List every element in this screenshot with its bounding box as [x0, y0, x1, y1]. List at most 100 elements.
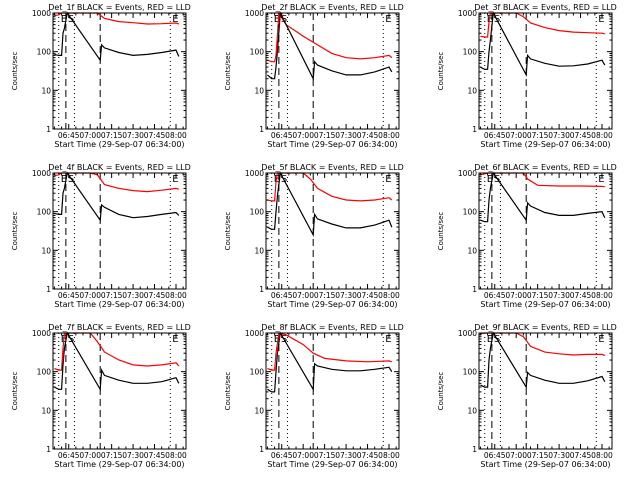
x-tick-label: 06:45 — [271, 291, 293, 300]
x-tick-label: 07:00 — [292, 131, 314, 140]
events-series-line — [480, 10, 606, 78]
chart-title: Det_4f BLACK = Events, RED = LLD — [48, 163, 191, 172]
marker-label: E — [385, 14, 391, 25]
y-tick-label: 1 — [472, 285, 477, 294]
marker-label: E — [61, 14, 67, 25]
x-axis-label: Start Time (29-Sep-07 06:34:00) — [267, 460, 397, 469]
x-tick-label: 07:45 — [144, 131, 166, 140]
marker-label: E — [172, 14, 178, 25]
y-tick-label: 100 — [250, 48, 265, 57]
x-tick-label: 08:00 — [591, 451, 613, 460]
x-tick-label: 07:30 — [548, 451, 570, 460]
events-series-line — [54, 11, 180, 62]
x-tick-label: 07:00 — [79, 291, 101, 300]
events-series-line — [480, 331, 606, 389]
marker-label: E — [172, 174, 178, 185]
events-series-line — [54, 331, 180, 392]
x-tick-label: 07:45 — [357, 131, 379, 140]
lld-series-line — [54, 332, 180, 371]
y-tick-label: 1 — [46, 445, 51, 454]
events-series-line — [267, 171, 393, 238]
plot-frame — [52, 332, 187, 450]
chart-title: Det_8f BLACK = Events, RED = LLD — [261, 323, 404, 332]
marker-label: S — [68, 174, 74, 185]
x-tick-label: 06:45 — [271, 131, 293, 140]
x-axis-label: Start Time (29-Sep-07 06:34:00) — [267, 300, 397, 309]
y-tick-label: 1 — [46, 285, 51, 294]
x-tick-label: 07:15 — [314, 451, 336, 460]
y-tick-label: 100 — [250, 368, 265, 377]
y-axis-label: Counts/sec — [437, 52, 445, 91]
y-axis-label: Counts/sec — [224, 52, 232, 91]
x-tick-label: 07:45 — [144, 291, 166, 300]
y-tick-label: 10 — [254, 86, 264, 95]
chart-title: Det_7f BLACK = Events, RED = LLD — [48, 323, 191, 332]
x-tick-label: 07:00 — [505, 131, 527, 140]
y-axis-label: Counts/sec — [224, 372, 232, 411]
y-tick-label: 1000 — [458, 9, 477, 18]
plot-frame — [265, 172, 400, 290]
x-tick-label: 07:30 — [548, 131, 570, 140]
x-tick-label: 07:15 — [527, 451, 549, 460]
x-tick-label: 07:30 — [335, 451, 357, 460]
x-tick-label: 08:00 — [165, 291, 187, 300]
plot-frame — [52, 12, 187, 130]
x-tick-label: 07:45 — [357, 291, 379, 300]
plot-frame — [265, 332, 400, 450]
y-tick-label: 1000 — [245, 9, 264, 18]
y-tick-label: 10 — [467, 406, 477, 415]
y-tick-label: 1000 — [32, 329, 51, 338]
y-axis-label: Counts/sec — [11, 372, 19, 411]
marker-label: E — [598, 334, 604, 345]
x-tick-label: 08:00 — [378, 451, 400, 460]
x-tick-label: 08:00 — [165, 451, 187, 460]
x-tick-label: 07:45 — [570, 291, 592, 300]
y-tick-label: 1 — [259, 125, 264, 134]
events-series-line — [480, 171, 606, 223]
y-tick-label: 10 — [41, 246, 51, 255]
y-tick-label: 1000 — [458, 329, 477, 338]
x-tick-label: 07:00 — [505, 291, 527, 300]
y-axis-label: Counts/sec — [437, 212, 445, 251]
x-tick-label: 07:30 — [122, 451, 144, 460]
x-tick-label: 07:45 — [570, 131, 592, 140]
y-tick-label: 1000 — [458, 169, 477, 178]
x-axis-label: Start Time (29-Sep-07 06:34:00) — [54, 460, 184, 469]
chart-title: Det_5f BLACK = Events, RED = LLD — [261, 163, 404, 172]
y-tick-label: 1 — [46, 125, 51, 134]
y-axis-label: Counts/sec — [11, 212, 19, 251]
y-tick-label: 100 — [37, 368, 52, 377]
y-tick-label: 10 — [254, 406, 264, 415]
x-tick-label: 07:00 — [292, 291, 314, 300]
events-series-line — [267, 10, 393, 81]
x-tick-label: 07:15 — [527, 291, 549, 300]
lld-series-line — [480, 12, 605, 38]
x-tick-label: 08:00 — [165, 131, 187, 140]
chart-title: Det_1f BLACK = Events, RED = LLD — [48, 3, 191, 12]
x-tick-label: 07:00 — [79, 131, 101, 140]
x-tick-label: 07:30 — [122, 291, 144, 300]
y-tick-label: 10 — [467, 246, 477, 255]
x-tick-label: 07:00 — [505, 451, 527, 460]
marker-label: E — [598, 174, 604, 185]
y-axis-label: Counts/sec — [11, 52, 19, 91]
y-tick-label: 100 — [463, 208, 478, 217]
x-axis-label: Start Time (29-Sep-07 06:34:00) — [480, 460, 610, 469]
x-axis-label: Start Time (29-Sep-07 06:34:00) — [267, 140, 397, 149]
x-tick-label: 08:00 — [591, 131, 613, 140]
x-axis-label: Start Time (29-Sep-07 06:34:00) — [480, 140, 610, 149]
y-axis-label: Counts/sec — [437, 372, 445, 411]
y-tick-label: 1 — [472, 125, 477, 134]
plot-frame — [52, 172, 187, 290]
marker-label: E — [274, 334, 280, 345]
y-tick-label: 100 — [37, 48, 52, 57]
y-tick-label: 10 — [254, 246, 264, 255]
x-tick-label: 07:45 — [570, 451, 592, 460]
lld-series-line — [267, 172, 393, 202]
x-tick-label: 07:30 — [335, 131, 357, 140]
marker-label: E — [172, 334, 178, 345]
